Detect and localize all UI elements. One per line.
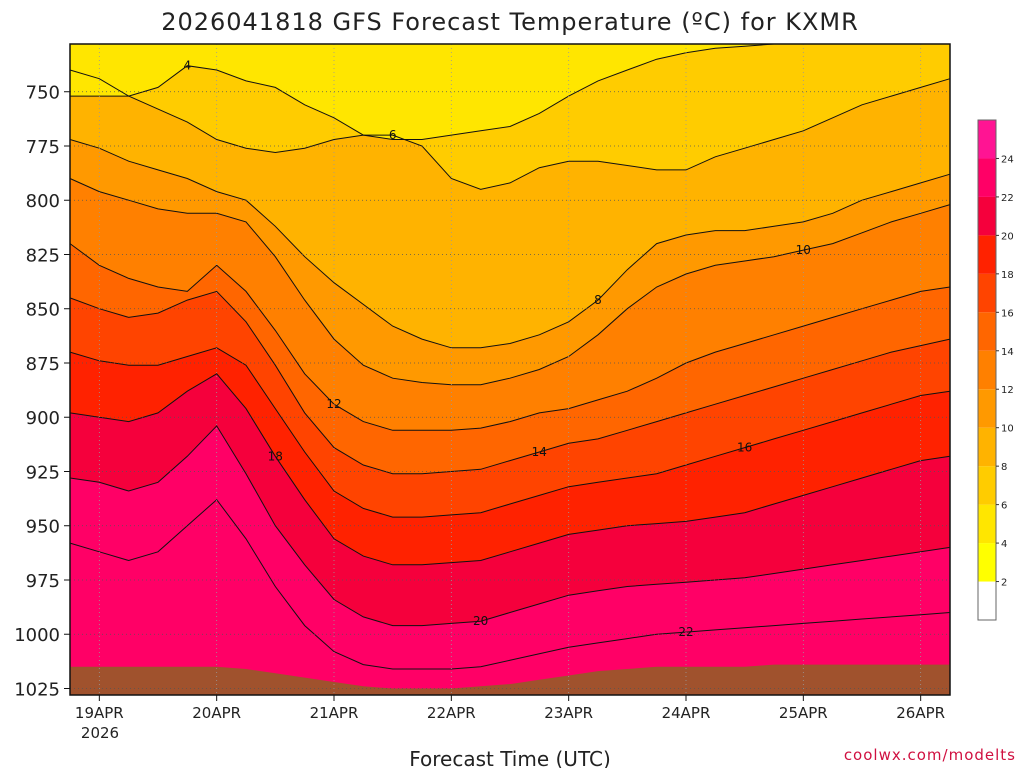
colorbar-label-10: 10 bbox=[1001, 424, 1014, 435]
colorbar-swatch-6-8 bbox=[978, 466, 996, 505]
isotherm-label-16: 16 bbox=[737, 441, 752, 455]
colorbar-label-20: 20 bbox=[1001, 231, 1014, 242]
isotherm-label-6: 6 bbox=[389, 128, 397, 142]
y-tick-label-775: 775 bbox=[26, 137, 60, 158]
colorbar-label-18: 18 bbox=[1001, 270, 1014, 281]
x-year-label: 2026 bbox=[81, 724, 119, 742]
y-tick-label-825: 825 bbox=[26, 245, 60, 266]
colorbar-frame bbox=[977, 119, 997, 621]
y-tick-label-850: 850 bbox=[26, 300, 60, 321]
colorbar-swatch-4-6 bbox=[978, 504, 996, 544]
isotherm-22 bbox=[69, 498, 951, 670]
colorbar-label-16: 16 bbox=[1001, 308, 1014, 319]
isotherm-label-4: 4 bbox=[183, 59, 191, 73]
y-tick-label-950: 950 bbox=[26, 517, 60, 538]
colorbar-swatch-20-22 bbox=[978, 196, 996, 236]
colorbar-label-8: 8 bbox=[1001, 462, 1007, 473]
isotherm-20 bbox=[69, 425, 951, 627]
isotherm-label-20: 20 bbox=[473, 614, 488, 628]
colorbar-swatch-24-26 bbox=[978, 120, 996, 159]
y-axis: 750 775 800 825 850 875 900 925 950 975 1000 1025 bbox=[14, 83, 70, 700]
y-tick-label-925: 925 bbox=[26, 462, 60, 483]
colorbar-swatch-14-16 bbox=[978, 312, 996, 351]
x-tick-label-26APR: 26APR bbox=[896, 704, 945, 722]
x-axis: 19APR 20APR 21APR 22APR 23APR 24APR 25APR 26APR bbox=[75, 695, 945, 722]
y-tick-label-800: 800 bbox=[26, 191, 60, 212]
x-tick-label-19APR: 19APR bbox=[75, 704, 124, 722]
y-tick-label-750: 750 bbox=[26, 83, 60, 104]
colorbar-swatch-12-14 bbox=[978, 350, 996, 390]
ground-below-surface bbox=[70, 664, 950, 695]
colorbar-swatch-22-24 bbox=[978, 158, 996, 197]
isotherm-12 bbox=[69, 243, 951, 431]
isotherm-6 bbox=[69, 69, 951, 190]
x-tick-label-23APR: 23APR bbox=[544, 704, 593, 722]
colorbar-label-22: 22 bbox=[1001, 193, 1014, 204]
isotherm-14 bbox=[69, 290, 951, 475]
isotherm-18 bbox=[69, 373, 951, 566]
isotherm-16 bbox=[69, 347, 951, 518]
colorbar-label-12: 12 bbox=[1001, 385, 1014, 396]
y-tick-label-900: 900 bbox=[26, 408, 60, 429]
x-axis-label: Forecast Time (UTC) bbox=[409, 747, 611, 768]
x-tick-label-24APR: 24APR bbox=[662, 704, 711, 722]
isotherm-8 bbox=[69, 139, 951, 349]
colorbar-swatch-10-12 bbox=[978, 389, 996, 428]
isotherm-label-8: 8 bbox=[594, 293, 602, 307]
colorbar-swatch-16-18 bbox=[978, 273, 996, 313]
x-tick-label-20APR: 20APR bbox=[192, 704, 241, 722]
isotherm-label-18: 18 bbox=[268, 449, 283, 463]
x-tick-label-21APR: 21APR bbox=[310, 704, 359, 722]
colorbar-swatch-2-4 bbox=[978, 543, 996, 582]
x-tick-label-22APR: 22APR bbox=[427, 704, 476, 722]
colorbar-swatch-0-2 bbox=[978, 581, 996, 620]
colorbar-label-4: 4 bbox=[1001, 539, 1007, 550]
colorbar-label-24: 24 bbox=[1001, 154, 1014, 165]
isotherm-label-14: 14 bbox=[532, 445, 547, 459]
colorbar-label-14: 14 bbox=[1001, 347, 1014, 358]
colorbar-label-2: 2 bbox=[1001, 578, 1007, 589]
plot-frame bbox=[69, 43, 951, 696]
y-tick-label-1000: 1000 bbox=[14, 625, 60, 646]
y-tick-label-1025: 1025 bbox=[14, 679, 60, 700]
isotherm-label-10: 10 bbox=[796, 243, 811, 257]
y-tick-label-875: 875 bbox=[26, 354, 60, 375]
x-tick-label-25APR: 25APR bbox=[779, 704, 828, 722]
chart-title: 2026041818 GFS Forecast Temperature (ºC)… bbox=[161, 8, 859, 36]
colorbar-label-6: 6 bbox=[1001, 501, 1007, 512]
credit-text: coolwx.com/modelts bbox=[844, 746, 1016, 764]
colorbar-swatch-18-20 bbox=[978, 235, 996, 274]
colorbar-swatch-8-10 bbox=[978, 427, 996, 467]
y-tick-label-975: 975 bbox=[26, 571, 60, 592]
isotherm-10 bbox=[69, 178, 951, 386]
